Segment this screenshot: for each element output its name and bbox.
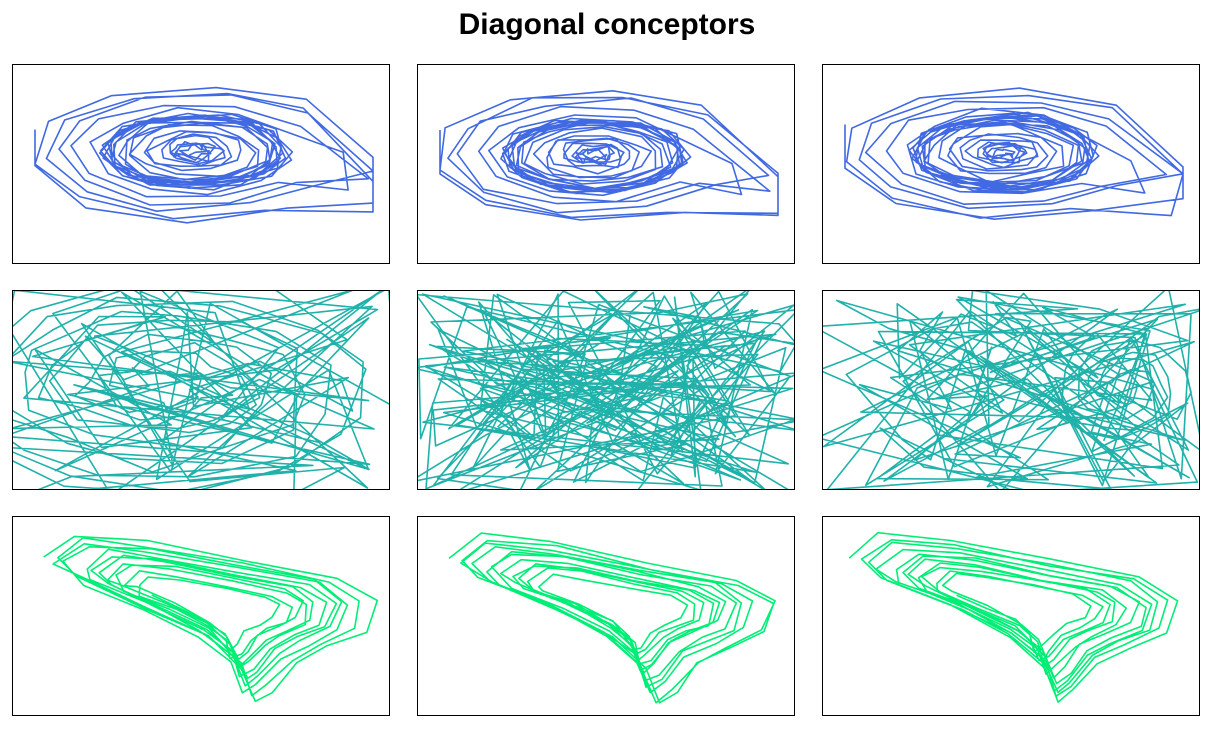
series-line: [848, 531, 1179, 703]
chart-title: Diagonal conceptors: [458, 8, 756, 41]
panel-plot: [34, 86, 374, 224]
panel-plot: [823, 291, 1199, 489]
panel-r2-c1: [12, 290, 390, 490]
panel-plot: [844, 87, 1184, 220]
series-line: [823, 291, 1199, 489]
panel-plot: [13, 291, 389, 489]
series-line: [844, 87, 1184, 220]
panel-plot: [448, 532, 776, 704]
panel-r2-c2: [417, 290, 795, 490]
series-line: [34, 86, 374, 224]
panel-r1-c1: [12, 64, 390, 264]
panel-plot: [439, 89, 779, 221]
series-line: [13, 291, 389, 489]
series-line: [448, 532, 776, 704]
panel-r3-c3: [822, 516, 1200, 716]
panel-r3-c1: [12, 516, 390, 716]
series-line: [418, 291, 794, 489]
series-line: [439, 89, 779, 221]
panel-plot: [43, 535, 379, 703]
series-line: [43, 535, 379, 703]
panel-r1-c3: [822, 64, 1200, 264]
panel-r3-c2: [417, 516, 795, 716]
panel-plot: [848, 531, 1179, 703]
panel-plot: [418, 291, 794, 489]
panel-r1-c2: [417, 64, 795, 264]
panel-r2-c3: [822, 290, 1200, 490]
